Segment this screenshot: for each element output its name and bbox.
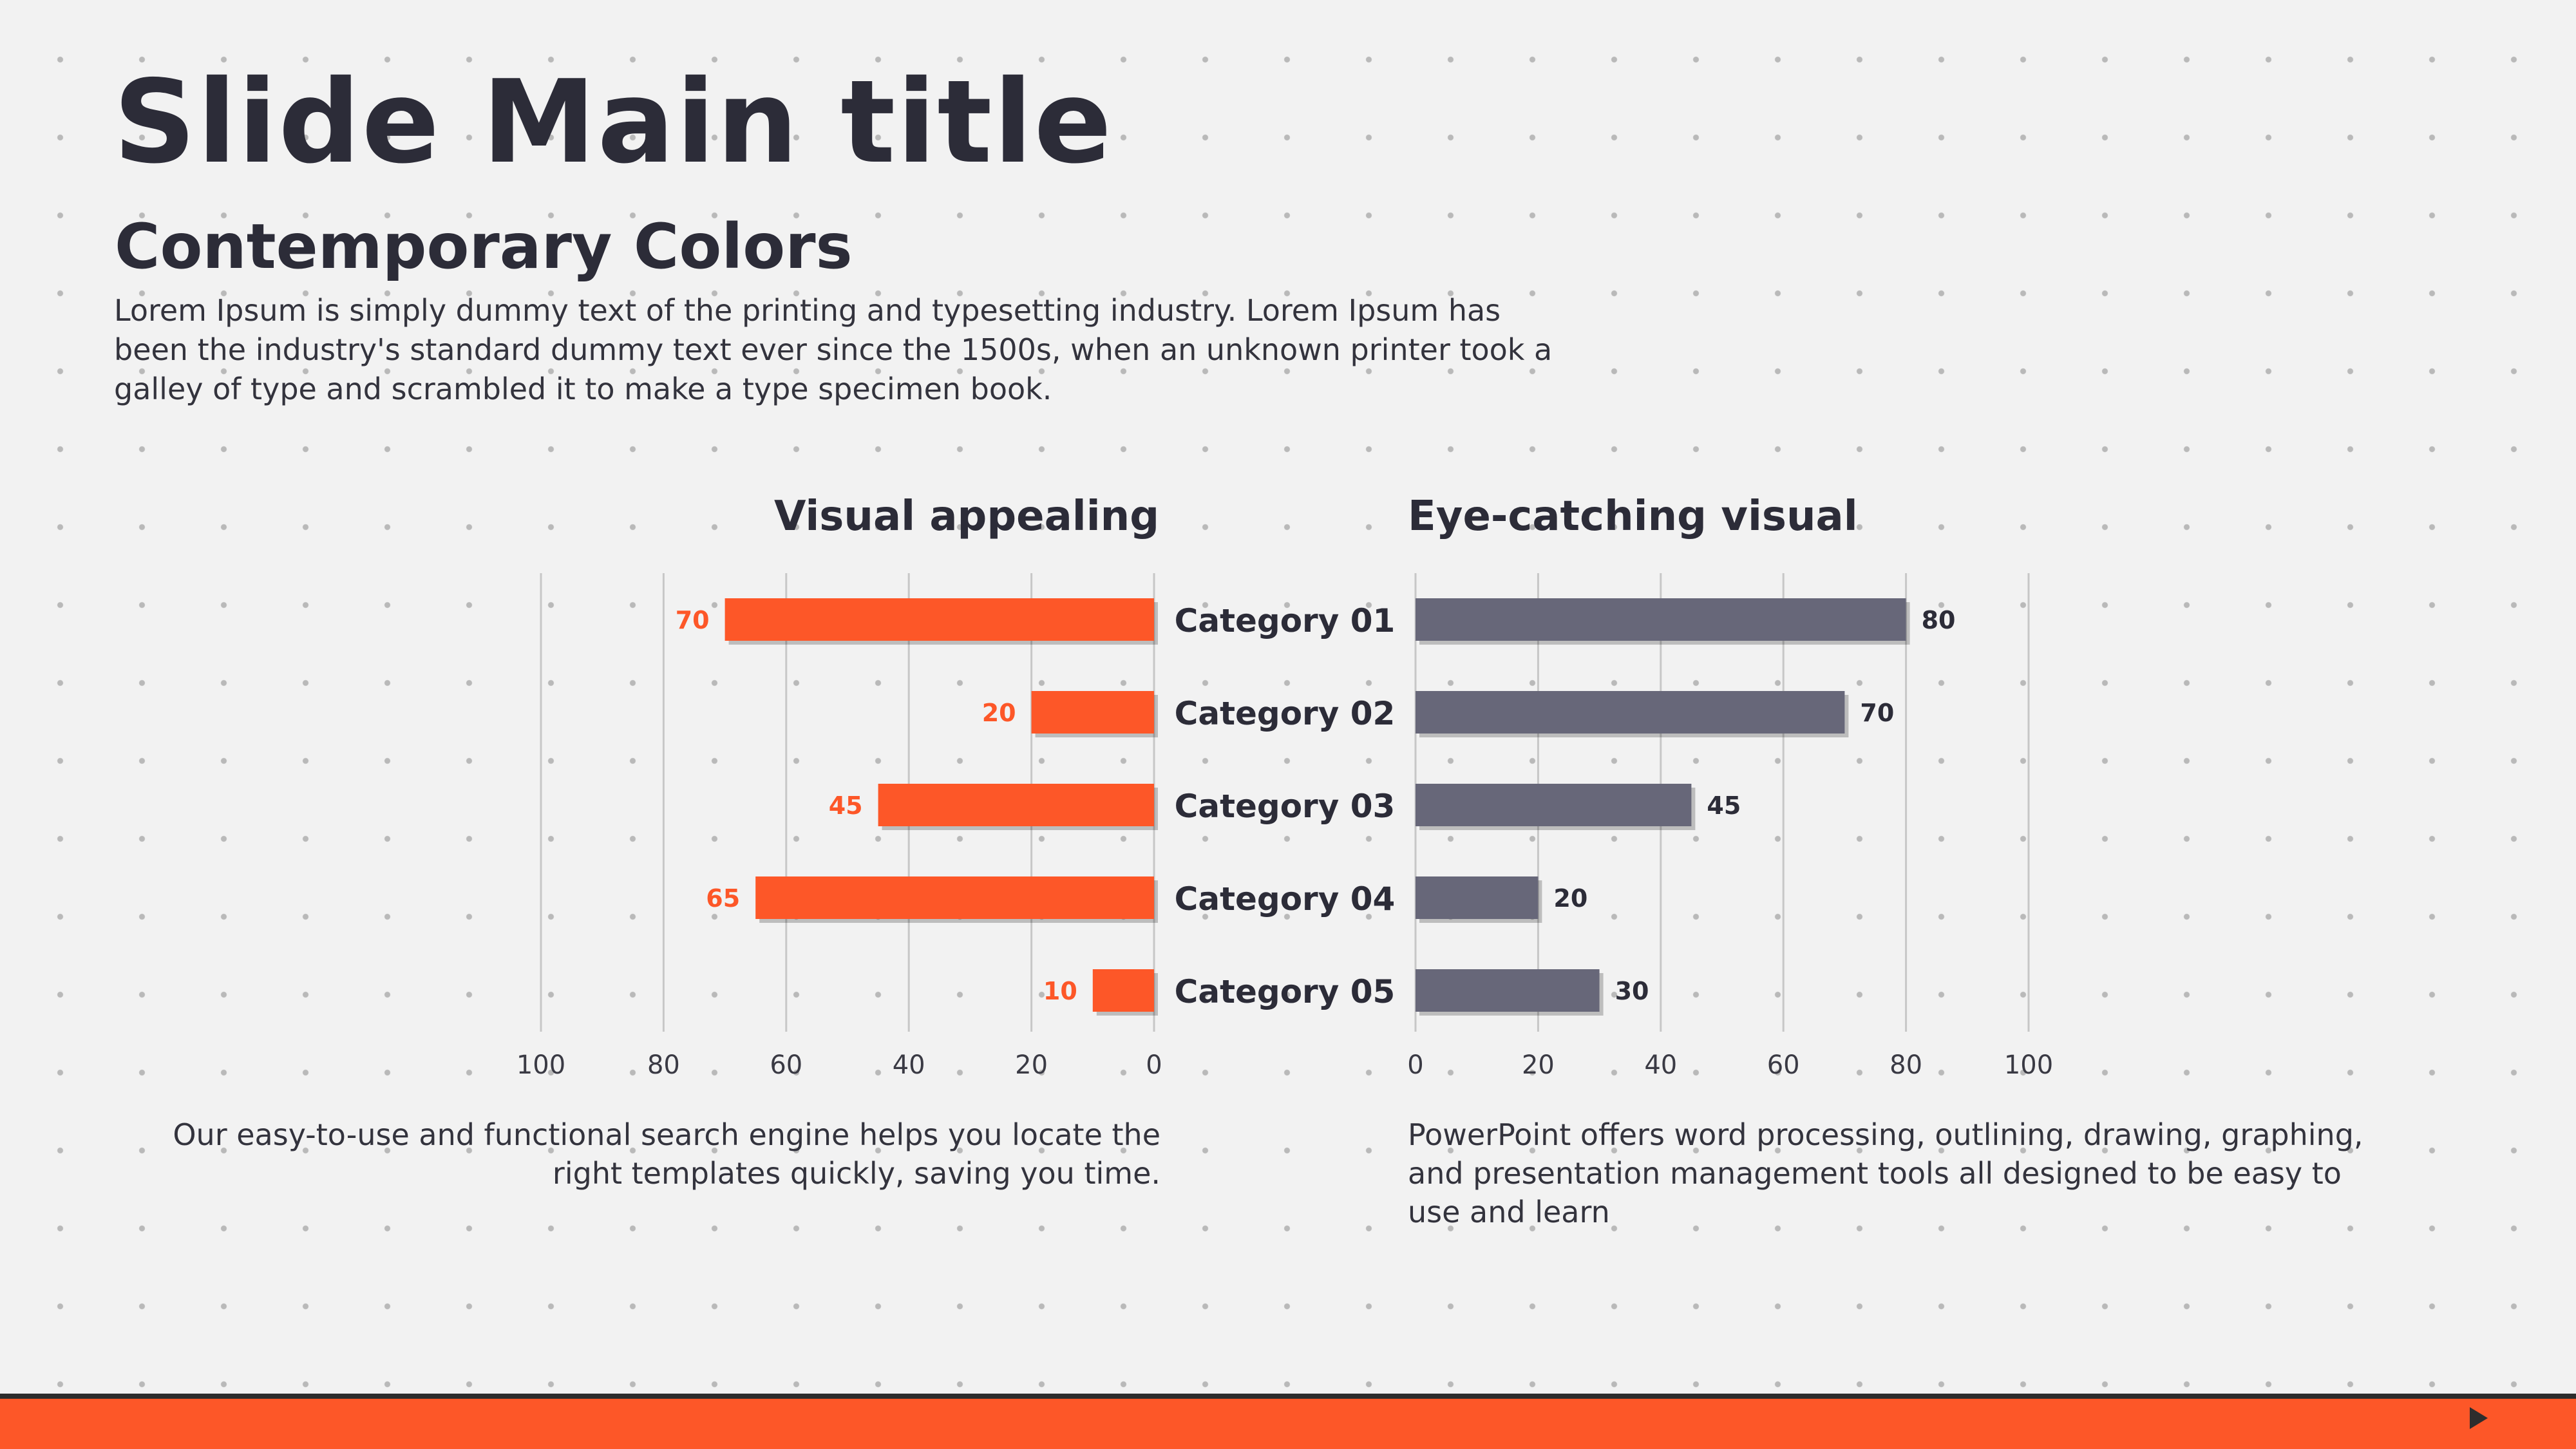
tick-label-0-100: 100 bbox=[516, 1050, 565, 1080]
category-label-2: Category 02 bbox=[1175, 695, 1396, 732]
category-label-1: Category 01 bbox=[1175, 602, 1396, 639]
caption-right: PowerPoint offers word processing, outli… bbox=[1408, 1117, 2363, 1229]
tick-label-1-80: 80 bbox=[1889, 1050, 1922, 1080]
caption-left: Our easy-to-use and functional search en… bbox=[173, 1117, 1160, 1191]
bar-0-3 bbox=[878, 784, 1154, 826]
tick-label-1-20: 20 bbox=[1522, 1050, 1555, 1080]
tick-label-1-100: 100 bbox=[2004, 1050, 2053, 1080]
data-label-0-5: 10 bbox=[1043, 977, 1077, 1005]
slide-subtitle: Contemporary Colors bbox=[115, 211, 853, 283]
data-label-0-2: 20 bbox=[982, 699, 1016, 727]
data-label-1-5: 30 bbox=[1615, 977, 1649, 1005]
tick-label-0-0: 0 bbox=[1146, 1050, 1162, 1080]
tick-label-1-40: 40 bbox=[1644, 1050, 1677, 1080]
data-label-1-4: 20 bbox=[1553, 884, 1587, 913]
data-label-0-1: 70 bbox=[676, 606, 710, 634]
tick-label-1-0: 0 bbox=[1407, 1050, 1423, 1080]
tick-label-0-80: 80 bbox=[647, 1050, 680, 1080]
intro-paragraph: Lorem Ipsum is simply dummy text of the … bbox=[114, 293, 1553, 406]
chart-title-eye-catching-visual: Eye-catching visual bbox=[1408, 493, 1858, 540]
category-label-3: Category 03 bbox=[1175, 788, 1396, 825]
tick-label-1-60: 60 bbox=[1767, 1050, 1800, 1080]
bar-1-3 bbox=[1416, 784, 1692, 826]
bar-0-1 bbox=[724, 598, 1154, 641]
footer-bar bbox=[0, 1394, 2576, 1449]
bar-0-5 bbox=[1092, 969, 1154, 1012]
slide-main-title: Slide Main title bbox=[113, 55, 1113, 189]
tick-label-0-20: 20 bbox=[1015, 1050, 1048, 1080]
category-label-5: Category 05 bbox=[1175, 973, 1396, 1010]
chart-title-visual-appealing: Visual appealing bbox=[773, 493, 1159, 540]
bar-1-5 bbox=[1416, 969, 1600, 1012]
bar-1-4 bbox=[1416, 876, 1539, 919]
data-label-1-1: 80 bbox=[1922, 606, 1956, 634]
bar-1-2 bbox=[1416, 691, 1845, 734]
bar-1-1 bbox=[1416, 598, 1906, 641]
bar-0-2 bbox=[1031, 691, 1154, 734]
data-label-0-3: 45 bbox=[829, 791, 863, 820]
tick-label-0-60: 60 bbox=[770, 1050, 802, 1080]
play-icon[interactable] bbox=[2470, 1407, 2488, 1429]
tick-label-0-40: 40 bbox=[893, 1050, 925, 1080]
data-label-1-2: 70 bbox=[1860, 699, 1894, 727]
bar-0-4 bbox=[755, 876, 1154, 919]
data-label-1-3: 45 bbox=[1707, 791, 1741, 820]
data-label-0-4: 65 bbox=[706, 884, 740, 913]
category-label-4: Category 04 bbox=[1175, 880, 1396, 918]
